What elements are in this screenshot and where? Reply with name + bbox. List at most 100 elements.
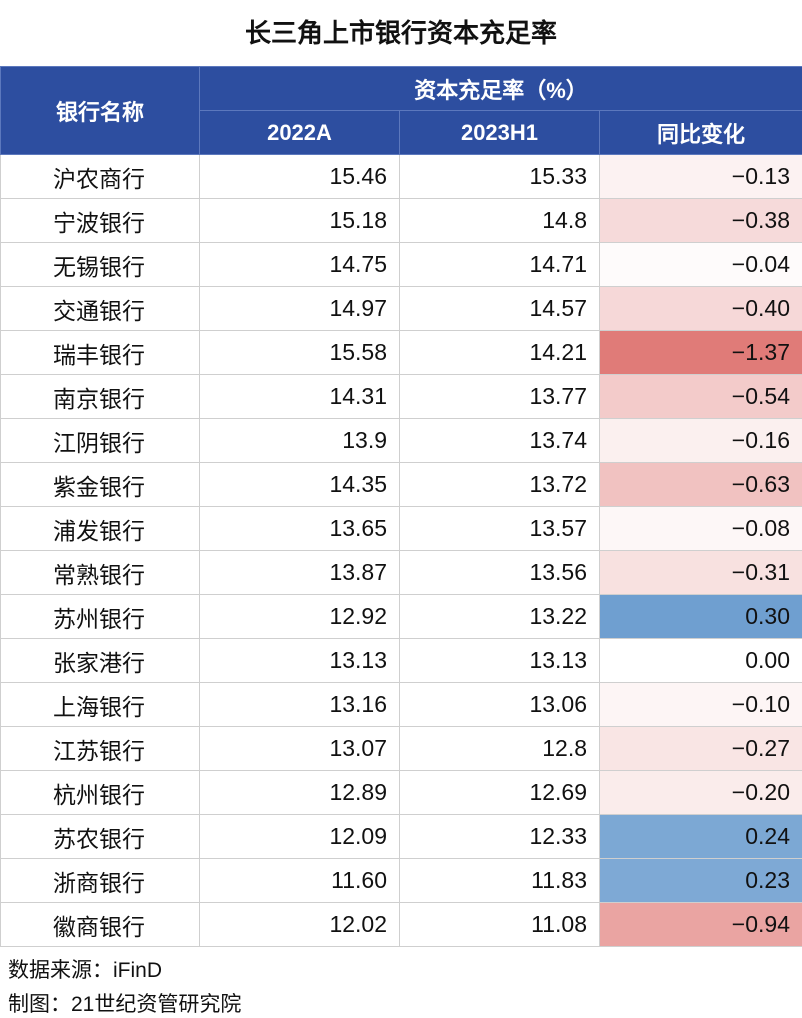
value-2022a-cell: 13.87 (200, 551, 400, 595)
value-2022a-cell: 13.07 (200, 727, 400, 771)
bank-name-cell: 江阴银行 (1, 419, 200, 463)
value-2023h1-cell: 11.08 (400, 903, 600, 947)
change-cell: −0.54 (600, 375, 802, 419)
bank-name-cell: 浦发银行 (1, 507, 200, 551)
table-title: 长三角上市银行资本充足率 (0, 0, 802, 66)
value-2023h1-cell: 12.69 (400, 771, 600, 815)
change-cell: 0.24 (600, 815, 802, 859)
bank-name-cell: 沪农商行 (1, 155, 200, 199)
value-2023h1-cell: 14.21 (400, 331, 600, 375)
change-cell: −0.10 (600, 683, 802, 727)
bank-name-cell: 常熟银行 (1, 551, 200, 595)
bank-name-cell: 浙商银行 (1, 859, 200, 903)
change-cell: −0.94 (600, 903, 802, 947)
data-source-note: 数据来源：iFinD (8, 954, 162, 984)
change-cell: 0.00 (600, 639, 802, 683)
bank-name-cell: 苏州银行 (1, 595, 200, 639)
value-2022a-cell: 11.60 (200, 859, 400, 903)
change-cell: −0.38 (600, 199, 802, 243)
value-2023h1-cell: 13.74 (400, 419, 600, 463)
change-cell: −0.31 (600, 551, 802, 595)
value-2022a-cell: 14.97 (200, 287, 400, 331)
change-cell: −0.16 (600, 419, 802, 463)
capital-ratio-group-header: 资本充足率（%） (200, 67, 802, 111)
bank-name-cell: 南京银行 (1, 375, 200, 419)
value-2023h1-cell: 12.8 (400, 727, 600, 771)
bank-name-header: 银行名称 (1, 67, 200, 155)
value-2022a-cell: 13.65 (200, 507, 400, 551)
bank-name-cell: 交通银行 (1, 287, 200, 331)
value-2022a-cell: 14.35 (200, 463, 400, 507)
value-2023h1-cell: 13.56 (400, 551, 600, 595)
change-cell: −0.08 (600, 507, 802, 551)
value-2023h1-cell: 15.33 (400, 155, 600, 199)
bank-name-cell: 无锡银行 (1, 243, 200, 287)
bank-name-cell: 徽商银行 (1, 903, 200, 947)
col-2023h1-header: 2023H1 (400, 111, 600, 155)
change-cell: −0.27 (600, 727, 802, 771)
chart-maker-note: 制图：21世纪资管研究院 (8, 988, 241, 1018)
value-2022a-cell: 15.58 (200, 331, 400, 375)
value-2022a-cell: 12.92 (200, 595, 400, 639)
value-2023h1-cell: 14.71 (400, 243, 600, 287)
value-2022a-cell: 13.9 (200, 419, 400, 463)
col-2022a-header: 2022A (200, 111, 400, 155)
value-2022a-cell: 14.75 (200, 243, 400, 287)
value-2023h1-cell: 13.77 (400, 375, 600, 419)
value-2022a-cell: 12.89 (200, 771, 400, 815)
value-2023h1-cell: 14.57 (400, 287, 600, 331)
bank-name-cell: 上海银行 (1, 683, 200, 727)
value-2022a-cell: 13.13 (200, 639, 400, 683)
bank-name-cell: 宁波银行 (1, 199, 200, 243)
value-2023h1-cell: 11.83 (400, 859, 600, 903)
change-cell: −0.63 (600, 463, 802, 507)
change-cell: −0.20 (600, 771, 802, 815)
change-cell: −0.13 (600, 155, 802, 199)
value-2022a-cell: 12.09 (200, 815, 400, 859)
bank-name-cell: 江苏银行 (1, 727, 200, 771)
value-2023h1-cell: 14.8 (400, 199, 600, 243)
value-2023h1-cell: 13.06 (400, 683, 600, 727)
value-2022a-cell: 15.46 (200, 155, 400, 199)
change-cell: −0.40 (600, 287, 802, 331)
change-cell: 0.30 (600, 595, 802, 639)
value-2022a-cell: 15.18 (200, 199, 400, 243)
value-2022a-cell: 12.02 (200, 903, 400, 947)
value-2022a-cell: 13.16 (200, 683, 400, 727)
bank-name-cell: 张家港行 (1, 639, 200, 683)
bank-name-cell: 苏农银行 (1, 815, 200, 859)
value-2023h1-cell: 12.33 (400, 815, 600, 859)
value-2023h1-cell: 13.57 (400, 507, 600, 551)
bank-name-cell: 瑞丰银行 (1, 331, 200, 375)
change-cell: 0.23 (600, 859, 802, 903)
value-2022a-cell: 14.31 (200, 375, 400, 419)
change-cell: −0.04 (600, 243, 802, 287)
value-2023h1-cell: 13.13 (400, 639, 600, 683)
value-2023h1-cell: 13.72 (400, 463, 600, 507)
bank-name-cell: 紫金银行 (1, 463, 200, 507)
value-2023h1-cell: 13.22 (400, 595, 600, 639)
change-cell: −1.37 (600, 331, 802, 375)
bank-name-cell: 杭州银行 (1, 771, 200, 815)
col-change-header: 同比变化 (600, 111, 802, 155)
